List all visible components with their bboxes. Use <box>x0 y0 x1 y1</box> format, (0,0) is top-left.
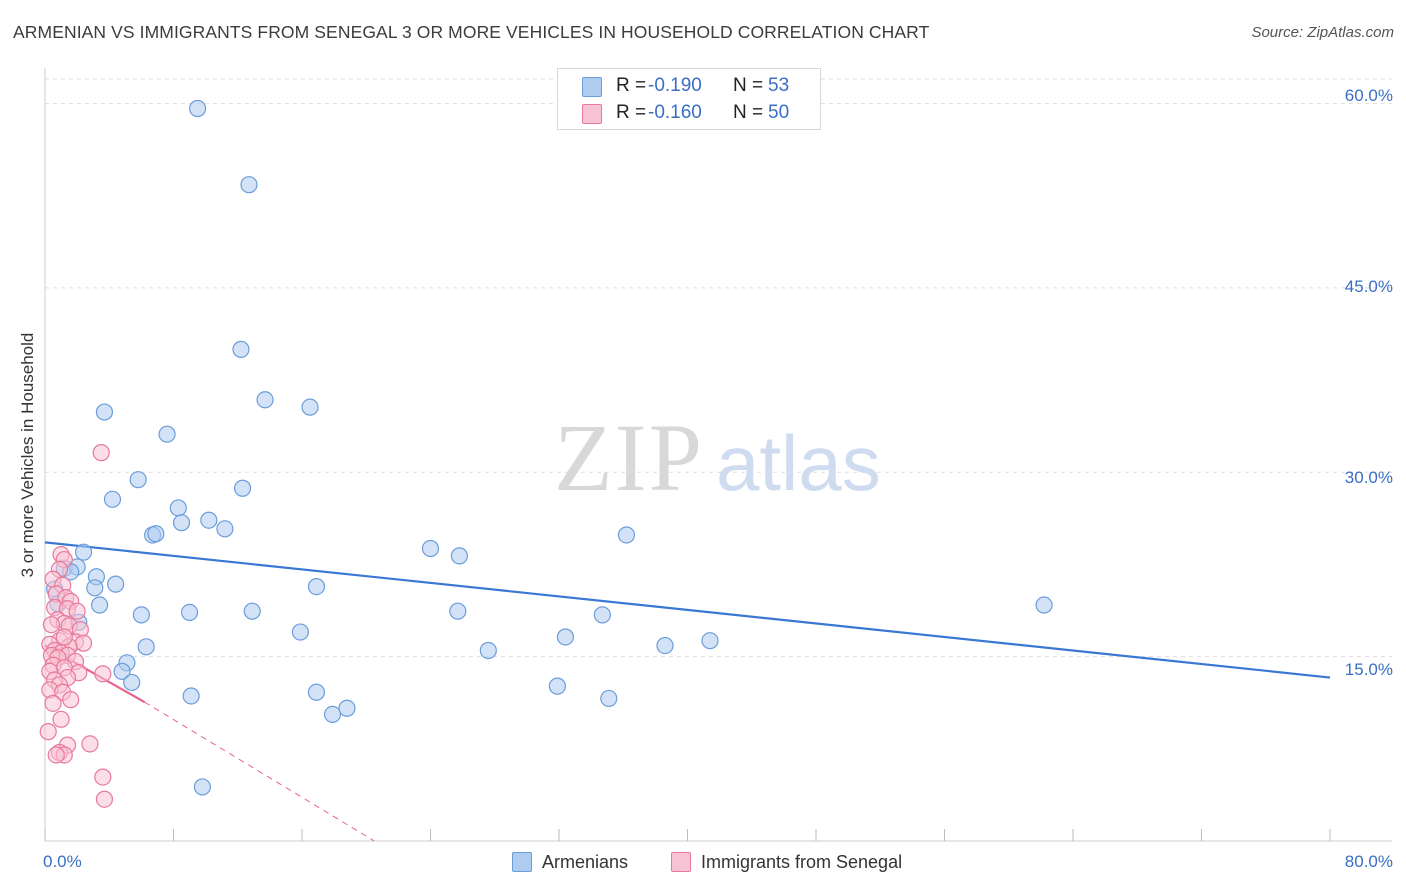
point-armenians <box>233 479 252 497</box>
y-tick-label: 30.0% <box>1344 468 1393 487</box>
point-armenians <box>129 471 147 489</box>
point-armenians <box>180 603 199 622</box>
point-armenians <box>107 575 125 593</box>
watermark-atlas: atlas <box>716 419 881 507</box>
legend-swatch-pink <box>671 852 691 872</box>
point-armenians <box>103 490 122 508</box>
point-armenians <box>256 391 274 409</box>
y-tick-label: 60.0% <box>1344 86 1393 105</box>
point-armenians <box>232 340 250 358</box>
point-armenians <box>307 683 326 701</box>
legend-item-armenians[interactable]: Armenians <box>512 852 628 873</box>
legend-r-label: R = <box>616 75 647 96</box>
point-senegal <box>52 710 70 728</box>
point-armenians <box>123 673 141 692</box>
point-armenians <box>323 705 342 724</box>
legend-label-senegal: Immigrants from Senegal <box>701 852 903 872</box>
legend-r-label: R = <box>616 102 647 123</box>
trendlines <box>44 541 1331 842</box>
point-armenians <box>216 520 234 538</box>
point-armenians <box>169 499 187 517</box>
gridlines <box>45 78 1392 658</box>
y-axis-label: 3 or more Vehicles in Household <box>18 332 37 578</box>
point-armenians <box>113 662 131 680</box>
point-armenians <box>172 514 191 532</box>
point-senegal <box>47 746 65 764</box>
source-label: Source: ZipAtlas.com <box>1251 24 1394 41</box>
point-armenians <box>158 425 176 443</box>
y-tick-label: 15.0% <box>1344 660 1393 679</box>
point-senegal <box>44 694 62 712</box>
legend-n-label: N = <box>733 102 764 123</box>
point-senegal <box>94 768 112 786</box>
legend-swatch-blue <box>512 852 532 872</box>
point-armenians <box>593 606 611 624</box>
point-armenians <box>188 99 207 118</box>
point-armenians <box>240 176 258 194</box>
x-tick-label-max: 80.0% <box>1344 852 1393 871</box>
legend-r-value: -0.160 <box>648 102 702 123</box>
point-senegal <box>55 628 73 646</box>
point-senegal <box>81 735 99 753</box>
legend-item-senegal[interactable]: Immigrants from Senegal <box>671 852 902 873</box>
legend-n-label: N = <box>733 75 764 96</box>
point-armenians <box>147 525 165 543</box>
point-armenians <box>95 403 114 421</box>
x-tick-label-min: 0.0% <box>43 852 82 871</box>
point-senegal <box>42 616 61 634</box>
point-armenians <box>200 511 218 529</box>
legend-r-value: -0.190 <box>648 75 702 96</box>
legend-label-armenians: Armenians <box>542 852 629 872</box>
point-senegal <box>62 691 80 709</box>
point-senegal <box>74 634 93 652</box>
point-armenians <box>291 623 309 641</box>
point-armenians <box>449 602 467 620</box>
point-armenians <box>479 641 497 660</box>
point-senegal <box>94 665 112 683</box>
point-senegal <box>39 723 57 741</box>
point-senegal <box>95 790 114 808</box>
point-armenians <box>243 602 261 620</box>
legend-n-value: 53 <box>768 75 790 96</box>
point-senegal <box>92 444 110 462</box>
axes <box>44 68 1392 842</box>
point-armenians <box>86 579 104 597</box>
point-armenians <box>600 689 618 708</box>
point-armenians <box>132 606 150 624</box>
point-armenians <box>182 687 200 705</box>
point-armenians <box>656 636 674 655</box>
point-armenians <box>421 539 440 558</box>
point-armenians <box>301 398 319 416</box>
chart-title: ARMENIAN VS IMMIGRANTS FROM SENEGAL 3 OR… <box>13 22 930 42</box>
point-armenians <box>701 632 719 650</box>
point-armenians <box>137 638 155 656</box>
legend-swatch-pink <box>582 104 602 124</box>
point-armenians <box>1035 596 1053 614</box>
point-armenians <box>91 596 109 614</box>
point-armenians <box>193 778 212 796</box>
point-armenians <box>617 526 636 544</box>
point-armenians <box>74 543 93 561</box>
legend-swatch-blue <box>582 77 602 97</box>
point-armenians <box>307 577 326 596</box>
watermark-zip: ZIP <box>554 404 704 511</box>
trendline-armenians <box>44 541 1331 679</box>
point-senegal <box>68 602 86 620</box>
data-points <box>39 99 1053 808</box>
legend-n-value: 50 <box>768 102 790 123</box>
trendline-senegal <box>144 701 375 842</box>
legend-stats: R = -0.190 N = 53 R = -0.160 N = 50 <box>557 68 821 130</box>
y-tick-label: 45.0% <box>1344 277 1393 296</box>
point-armenians <box>338 699 356 717</box>
point-armenians <box>450 547 469 565</box>
point-armenians <box>556 628 575 646</box>
point-armenians <box>548 677 566 695</box>
watermark: ZIP atlas <box>554 404 881 511</box>
